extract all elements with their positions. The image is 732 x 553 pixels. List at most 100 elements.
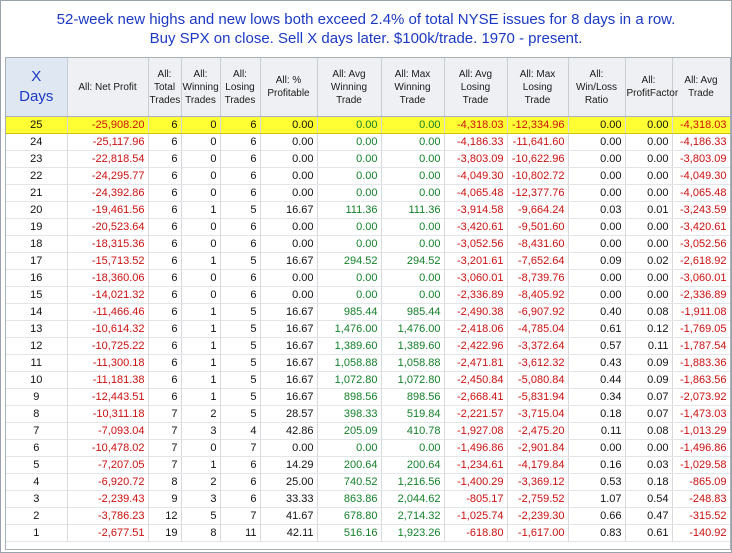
header-avg-trade[interactable]: All: Avg Trade <box>672 58 730 117</box>
cell-winning-trades: 0 <box>181 235 221 253</box>
table-row[interactable]: 6 -10,478.02 7 0 7 0.00 0.00 0.00 -1,496.86 -2,90… <box>6 439 730 457</box>
cell-total-trades: 6 <box>148 235 182 253</box>
table-row[interactable]: 1 -2,677.51 19 8 11 42.11 516.16 1,923.26 -618.8… <box>6 524 730 542</box>
cell-avg-trade: -140.92 <box>672 524 730 542</box>
table-row[interactable]: 14 -11,466.46 6 1 5 16.67 985.44 985.44 -2,490.3… <box>6 303 730 321</box>
cell-x-days: 17 <box>6 252 68 270</box>
table-row[interactable]: 15 -14,021.32 6 0 6 0.00 0.00 0.00 -2,336.89 -8,4… <box>6 286 730 304</box>
cell-max-losing-trade: -2,239.30 <box>507 507 569 525</box>
cell-winning-trades: 1 <box>181 354 221 372</box>
cell-x-days: 14 <box>6 303 68 321</box>
cell-avg-losing-trade: -2,668.41 <box>444 388 508 406</box>
cell-losing-trades: 6 <box>220 167 261 185</box>
cell-winning-trades: 0 <box>181 150 221 168</box>
table-row[interactable]: 12 -10,725.22 6 1 5 16.67 1,389.60 1,389.60 -2,4… <box>6 337 730 355</box>
cell-losing-trades: 4 <box>220 422 261 440</box>
cell-losing-trades: 6 <box>220 490 261 508</box>
table-row[interactable]: 9 -12,443.51 6 1 5 16.67 898.56 898.56 -2,668.41… <box>6 388 730 406</box>
header-x-days[interactable]: X Days <box>6 58 68 117</box>
header-max-losing-trade[interactable]: All: Max Losing Trade <box>507 58 569 117</box>
table-row[interactable]: 5 -7,207.05 7 1 6 14.29 200.64 200.64 -1,234.61-… <box>6 456 730 474</box>
table-row[interactable]: 3 -2,239.43 9 3 6 33.33 863.86 2,044.62 -805.17-… <box>6 490 730 508</box>
table-row[interactable]: 25 -25,908.20 6 0 6 0.00 0.00 0.00 -4,318.03 -12,… <box>6 116 730 134</box>
table-row[interactable]: 20 -19,461.56 6 1 5 16.67 111.36 111.36 -3,914.5… <box>6 201 730 219</box>
cell-winning-trades: 0 <box>181 286 221 304</box>
cell-losing-trades: 6 <box>220 184 261 202</box>
table-row[interactable]: 23 -22,818.54 6 0 6 0.00 0.00 0.00 -3,803.09 -10,… <box>6 150 730 168</box>
header-avg-losing-trade[interactable]: All: Avg Losing Trade <box>444 58 508 117</box>
cell-net-profit: -24,392.86 <box>67 184 149 202</box>
cell-x-days: 12 <box>6 337 68 355</box>
cell-win-loss-ratio: 0.16 <box>568 456 626 474</box>
header-profit-factor[interactable]: All: ProfitFactor <box>625 58 678 117</box>
cell-x-days: 15 <box>6 286 68 304</box>
header-max-winning-trade[interactable]: All: Max Winning Trade <box>381 58 445 117</box>
cell-max-losing-trade: -3,372.64 <box>507 337 569 355</box>
cell-avg-losing-trade: -3,060.01 <box>444 269 508 287</box>
cell-max-winning-trade: 0.00 <box>381 286 445 304</box>
header-winning-trades[interactable]: All: Winning Trades <box>181 58 221 117</box>
cell-percent-profitable: 16.67 <box>260 252 318 270</box>
table-row[interactable]: 18 -18,315.36 6 0 6 0.00 0.00 0.00 -3,052.56 -8,4… <box>6 235 730 253</box>
cell-net-profit: -11,466.46 <box>67 303 149 321</box>
cell-win-loss-ratio: 0.34 <box>568 388 626 406</box>
cell-net-profit: -10,725.22 <box>67 337 149 355</box>
cell-avg-trade: -3,243.59 <box>672 201 730 219</box>
cell-x-days: 22 <box>6 167 68 185</box>
cell-max-winning-trade: 0.00 <box>381 167 445 185</box>
header-losing-trades[interactable]: All: Losing Trades <box>220 58 261 117</box>
cell-total-trades: 6 <box>148 303 182 321</box>
table-row[interactable]: 17 -15,713.52 6 1 5 16.67 294.52 294.52 -3,201.6… <box>6 252 730 270</box>
cell-percent-profitable: 16.67 <box>260 320 318 338</box>
table-row[interactable]: 22 -24,295.77 6 0 6 0.00 0.00 0.00 -4,049.30 -10,… <box>6 167 730 185</box>
cell-net-profit: -10,614.32 <box>67 320 149 338</box>
cell-winning-trades: 0 <box>181 184 221 202</box>
table-row[interactable]: 13 -10,614.32 6 1 5 16.67 1,476.00 1,476.00 -2,4… <box>6 320 730 338</box>
cell-percent-profitable: 16.67 <box>260 201 318 219</box>
table-row[interactable]: 19 -20,523.64 6 0 6 0.00 0.00 0.00 -3,420.61 -9,5… <box>6 218 730 236</box>
table-row[interactable]: 16 -18,360.06 6 0 6 0.00 0.00 0.00 -3,060.01 -8,7… <box>6 269 730 287</box>
cell-losing-trades: 6 <box>220 150 261 168</box>
cell-losing-trades: 11 <box>220 524 261 542</box>
cell-avg-winning-trade: 0.00 <box>317 133 382 151</box>
cell-total-trades: 6 <box>148 218 182 236</box>
table-row[interactable]: 10 -11,181.38 6 1 5 16.67 1,072.80 1,072.80 -2,4… <box>6 371 730 389</box>
header-avg-winning-trade[interactable]: All: Avg Winning Trade <box>317 58 382 117</box>
cell-win-loss-ratio: 0.09 <box>568 252 626 270</box>
header-net-profit[interactable]: All: Net Profit <box>67 58 149 117</box>
cell-max-losing-trade: -10,802.72 <box>507 167 569 185</box>
header-win-loss-ratio[interactable]: All: Win/Loss Ratio <box>568 58 626 117</box>
table-row[interactable]: 4 -6,920.72 8 2 6 25.00 740.52 1,216.56 -1,400.2… <box>6 473 730 491</box>
table-row[interactable]: 11 -11,300.18 6 1 5 16.67 1,058.88 1,058.88 -2,4… <box>6 354 730 372</box>
table-row[interactable]: 8 -10,311.18 7 2 5 28.57 398.33 519.84 -2,221.57… <box>6 405 730 423</box>
cell-x-days: 5 <box>6 456 68 474</box>
cell-avg-losing-trade: -3,420.61 <box>444 218 508 236</box>
cell-avg-winning-trade: 1,389.60 <box>317 337 382 355</box>
cell-avg-trade: -3,060.01 <box>672 269 730 287</box>
cell-winning-trades: 0 <box>181 439 221 457</box>
cell-net-profit: -15,713.52 <box>67 252 149 270</box>
cell-losing-trades: 7 <box>220 507 261 525</box>
cell-x-days: 6 <box>6 439 68 457</box>
table-row[interactable]: 21 -24,392.86 6 0 6 0.00 0.00 0.00 -4,065.48 -12,… <box>6 184 730 202</box>
cell-avg-losing-trade: -2,450.84 <box>444 371 508 389</box>
cell-max-losing-trade: -6,907.92 <box>507 303 569 321</box>
cell-total-trades: 7 <box>148 456 182 474</box>
cell-winning-trades: 2 <box>181 473 221 491</box>
cell-win-loss-ratio: 0.00 <box>568 116 626 134</box>
cell-x-days: 11 <box>6 354 68 372</box>
cell-total-trades: 8 <box>148 473 182 491</box>
cell-avg-losing-trade: -2,418.06 <box>444 320 508 338</box>
table-row[interactable]: 7 -7,093.04 7 3 4 42.86 205.09 410.78 -1,927.08-… <box>6 422 730 440</box>
cell-losing-trades: 6 <box>220 456 261 474</box>
cell-net-profit: -7,093.04 <box>67 422 149 440</box>
cell-profit-factor: 0.08 <box>625 303 673 321</box>
cell-win-loss-ratio: 0.00 <box>568 133 626 151</box>
cell-percent-profitable: 28.57 <box>260 405 318 423</box>
header-total-trades[interactable]: All: Total Trades <box>148 58 182 117</box>
cell-max-winning-trade: 898.56 <box>381 388 445 406</box>
table-row[interactable]: 2 -3,786.23 12 5 7 41.67 678.80 2,714.32 -1,025.… <box>6 507 730 525</box>
cell-percent-profitable: 0.00 <box>260 235 318 253</box>
table-row[interactable]: 24 -25,117.96 6 0 6 0.00 0.00 0.00 -4,186.33 -11,… <box>6 133 730 151</box>
header-percent-profitable[interactable]: All: % Profitable <box>260 58 318 117</box>
